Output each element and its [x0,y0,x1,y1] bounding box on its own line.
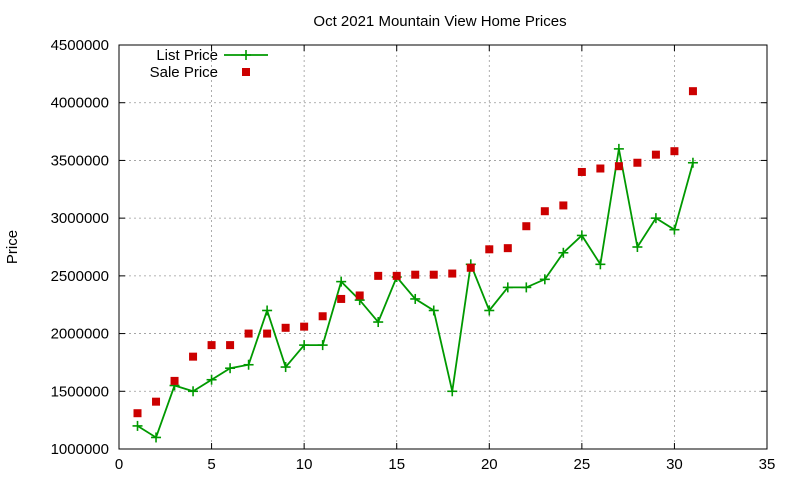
sale-price-point [596,164,605,173]
x-tick-label: 30 [666,456,683,473]
sale-price-point [429,270,438,279]
x-tick-label: 0 [115,456,123,473]
sale-price-point [337,294,346,303]
y-axis-label: Price [4,230,21,264]
sale-price-point [670,147,679,156]
sale-price-point [189,352,198,361]
list-price-point [521,282,532,293]
list-price-point [595,259,606,270]
list-price-point [317,340,328,351]
y-tick-label: 1500000 [51,383,109,400]
y-tick-label: 4000000 [51,95,109,112]
sale-price-point [207,341,216,350]
plot-frame [118,44,768,450]
list-price-point [262,305,273,316]
list-price-point [428,305,439,316]
sale-price-point [318,312,327,321]
sale-price-point [485,245,494,254]
sale-price-point [281,323,290,332]
sale-price-point [559,201,568,210]
list-price-point [373,317,384,328]
sale-price-point [170,376,179,385]
series-layer [132,87,698,443]
list-price-point [669,224,680,235]
sale-price-point [355,291,364,300]
chart-title: Oct 2021 Mountain View Home Prices [313,13,566,30]
x-tick-label: 10 [296,456,313,473]
sale-price-point [540,207,549,216]
x-tick-label: 20 [481,456,498,473]
sale-price-point [577,167,586,176]
y-tick-label: 2500000 [51,268,109,285]
x-tick-label: 5 [207,456,215,473]
list-price-point [484,305,495,316]
list-price-point [650,213,661,224]
y-tick-label: 3000000 [51,210,109,227]
list-price-point [613,143,624,154]
x-tick-label: 15 [388,456,405,473]
series-list-price [132,143,698,443]
x-tick-label: 25 [574,456,591,473]
legend-marker [242,68,250,76]
list-price-point [539,274,550,285]
list-price-point [687,157,698,168]
grid-lines [119,45,767,449]
sale-price-point [263,329,272,338]
y-tick-label: 1000000 [51,441,109,458]
sale-price-point [448,269,457,278]
x-tick-label: 35 [759,456,776,473]
list-price-point [206,374,217,385]
list-price-point [410,293,421,304]
sale-price-point [614,162,623,171]
sale-price-point [503,244,512,253]
series-sale-price [133,87,697,418]
list-price-point [188,386,199,397]
list-price-point [151,432,162,443]
sale-price-point [226,341,235,350]
list-price-point [447,386,458,397]
y-tick-label: 2000000 [51,326,109,343]
list-price-point [336,276,347,287]
sale-price-point [152,397,161,406]
y-tick-label: 3500000 [51,152,109,169]
list-price-point [558,247,569,258]
sale-price-point [392,271,401,280]
sale-price-point [522,222,531,231]
list-price-point [225,363,236,374]
axis-ticks: 0 5 10 15 20 25 30 35 1000000 1500000 2000000 25000… [51,37,776,473]
list-price-point [502,282,513,293]
sale-price-point [133,409,142,418]
list-price-line [137,148,694,439]
list-price-point [243,359,254,370]
list-price-point [299,340,310,351]
sale-price-point [466,263,475,272]
sale-price-point [651,150,660,159]
sale-price-point [688,87,697,96]
sale-price-point [411,270,420,279]
list-price-point [280,362,291,373]
list-price-point [132,420,143,431]
y-tick-label: 4500000 [51,37,109,54]
legend-label: Sale Price [150,64,218,81]
legend-label: List Price [156,47,218,64]
sale-price-point [374,271,383,280]
list-price-point [632,242,643,252]
sale-price-point [633,158,642,167]
sale-price-point [244,329,253,338]
sale-price-point [300,322,309,331]
list-price-point [576,230,587,241]
legend-marker [241,50,251,60]
